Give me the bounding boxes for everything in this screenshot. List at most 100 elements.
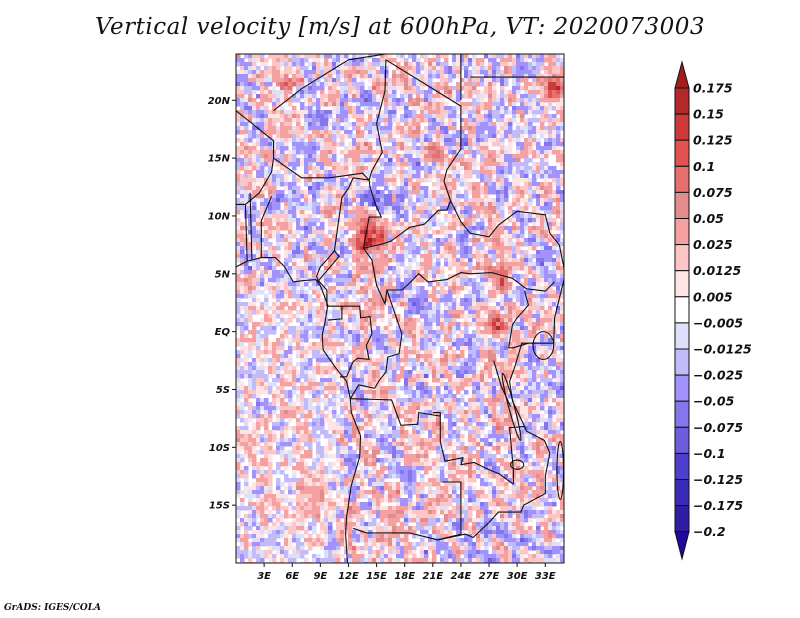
field-cell <box>240 206 245 211</box>
field-cell <box>356 278 361 283</box>
field-cell <box>304 94 309 99</box>
field-cell <box>532 314 537 319</box>
field-cell <box>432 202 437 207</box>
field-cell <box>244 146 249 151</box>
field-cell <box>252 54 257 59</box>
field-cell <box>400 206 405 211</box>
field-cell <box>436 330 441 335</box>
field-cell <box>312 250 317 255</box>
field-cell <box>380 130 385 135</box>
field-cell <box>480 246 485 251</box>
field-cell <box>544 286 549 291</box>
field-cell <box>284 62 289 67</box>
field-cell <box>432 250 437 255</box>
field-cell <box>272 226 277 231</box>
field-cell <box>484 266 489 271</box>
field-cell <box>432 82 437 87</box>
field-cell <box>520 266 525 271</box>
field-cell <box>328 294 333 299</box>
field-cell <box>432 254 437 259</box>
field-cell <box>552 198 557 203</box>
field-cell <box>532 194 537 199</box>
field-cell <box>280 126 285 131</box>
field-cell <box>404 210 409 215</box>
field-cell <box>332 158 337 163</box>
field-cell <box>540 170 545 175</box>
field-cell <box>328 214 333 219</box>
field-cell <box>384 182 389 187</box>
field-cell <box>408 130 413 135</box>
field-cell <box>524 222 529 227</box>
field-cell <box>376 138 381 143</box>
field-cell <box>336 90 341 95</box>
field-cell <box>284 294 289 299</box>
field-cell <box>532 282 537 287</box>
field-cell <box>392 166 397 171</box>
field-cell <box>280 150 285 155</box>
field-cell <box>556 58 561 63</box>
field-cell <box>404 190 409 195</box>
field-cell <box>476 286 481 291</box>
field-cell <box>516 162 521 167</box>
field-cell <box>384 70 389 75</box>
field-cell <box>280 54 285 59</box>
field-cell <box>388 94 393 99</box>
field-cell <box>548 246 553 251</box>
field-cell <box>484 302 489 307</box>
field-cell <box>296 326 301 331</box>
field-cell <box>244 70 249 75</box>
field-cell <box>492 158 497 163</box>
field-cell <box>456 202 461 207</box>
field-cell <box>468 70 473 75</box>
field-cell <box>304 302 309 307</box>
field-cell <box>416 126 421 131</box>
field-cell <box>480 230 485 235</box>
field-cell <box>540 62 545 67</box>
field-cell <box>560 74 564 79</box>
field-cell <box>480 170 485 175</box>
field-cell <box>236 302 241 307</box>
field-cell <box>328 146 333 151</box>
field-cell <box>452 94 457 99</box>
field-cell <box>388 266 393 271</box>
field-cell <box>344 54 349 59</box>
field-cell <box>276 114 281 119</box>
field-cell <box>332 146 337 151</box>
field-cell <box>400 66 405 71</box>
field-cell <box>560 202 564 207</box>
field-cell <box>336 114 341 119</box>
field-cell <box>444 290 449 295</box>
field-cell <box>496 238 501 243</box>
field-cell <box>304 90 309 95</box>
field-cell <box>516 242 521 247</box>
field-cell <box>416 150 421 155</box>
field-cell <box>408 278 413 283</box>
field-cell <box>416 62 421 67</box>
field-cell <box>316 314 321 319</box>
field-cell <box>536 198 541 203</box>
field-cell <box>500 250 505 255</box>
field-cell <box>360 242 365 247</box>
field-cell <box>524 58 529 63</box>
field-cell <box>268 270 273 275</box>
field-cell <box>524 182 529 187</box>
field-cell <box>556 134 561 139</box>
field-cell <box>256 138 261 143</box>
field-cell <box>472 218 477 223</box>
field-cell <box>452 330 457 335</box>
field-cell <box>420 62 425 67</box>
field-cell <box>456 98 461 103</box>
field-cell <box>268 126 273 131</box>
field-cell <box>388 246 393 251</box>
field-cell <box>288 66 293 71</box>
field-cell <box>352 266 357 271</box>
field-cell <box>268 214 273 219</box>
field-cell <box>364 154 369 159</box>
field-cell <box>288 226 293 231</box>
field-cell <box>324 194 329 199</box>
field-cell <box>468 142 473 147</box>
field-cell <box>320 130 325 135</box>
field-cell <box>344 158 349 163</box>
field-cell <box>420 214 425 219</box>
field-cell <box>424 322 429 327</box>
